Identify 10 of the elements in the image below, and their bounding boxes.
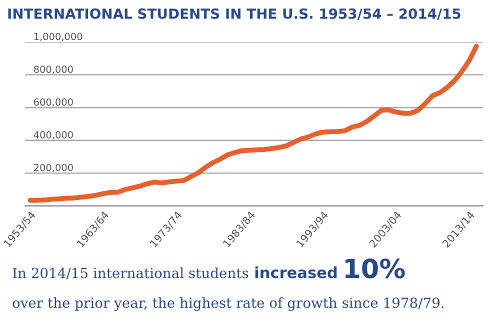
y-tick-label: 200,000 — [34, 164, 73, 172]
y-tick-label: 1,000,000 — [34, 32, 82, 42]
text: increased — [255, 266, 337, 278]
y-tick-label: 600,000 — [34, 98, 73, 107]
text: 10% — [345, 258, 405, 278]
chart-title: INTERNATIONAL STUDENTS IN THE U.S. 1953/54 – 2014/15 — [8, 8, 460, 20]
y-tick-label: 800,000 — [34, 66, 73, 74]
y-tick-label: 400,000 — [34, 131, 73, 140]
text: over the prior year, the highest rate of growth since 1978/79. — [12, 297, 444, 311]
text: In 2014/15 international students — [12, 267, 248, 280]
